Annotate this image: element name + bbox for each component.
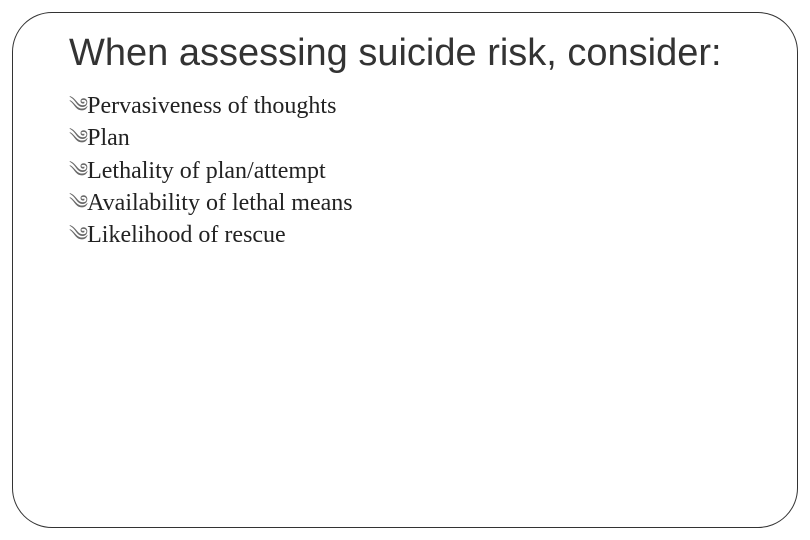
slide-frame: When assessing suicide risk, consider: ༄…	[12, 12, 798, 528]
swirl-bullet-icon: ༄	[69, 93, 85, 120]
list-item: ༄ Likelihood of rescue	[69, 219, 741, 251]
list-item: ༄ Lethality of plan/attempt	[69, 155, 741, 187]
list-item: ༄ Availability of lethal means	[69, 187, 741, 219]
bullet-text: Lethality of plan/attempt	[87, 155, 326, 187]
bullet-text: Pervasiveness of thoughts	[87, 90, 336, 122]
swirl-bullet-icon: ༄	[69, 158, 85, 185]
bullet-text: Plan	[87, 122, 130, 154]
bullet-text: Likelihood of rescue	[87, 219, 286, 251]
swirl-bullet-icon: ༄	[69, 222, 85, 249]
list-item: ༄ Plan	[69, 122, 741, 154]
bullet-list: ༄ Pervasiveness of thoughts ༄ Plan ༄ Let…	[69, 90, 741, 252]
list-item: ༄ Pervasiveness of thoughts	[69, 90, 741, 122]
bullet-text: Availability of lethal means	[87, 187, 352, 219]
slide-title: When assessing suicide risk, consider:	[69, 31, 741, 76]
swirl-bullet-icon: ༄	[69, 190, 85, 217]
swirl-bullet-icon: ༄	[69, 125, 85, 152]
